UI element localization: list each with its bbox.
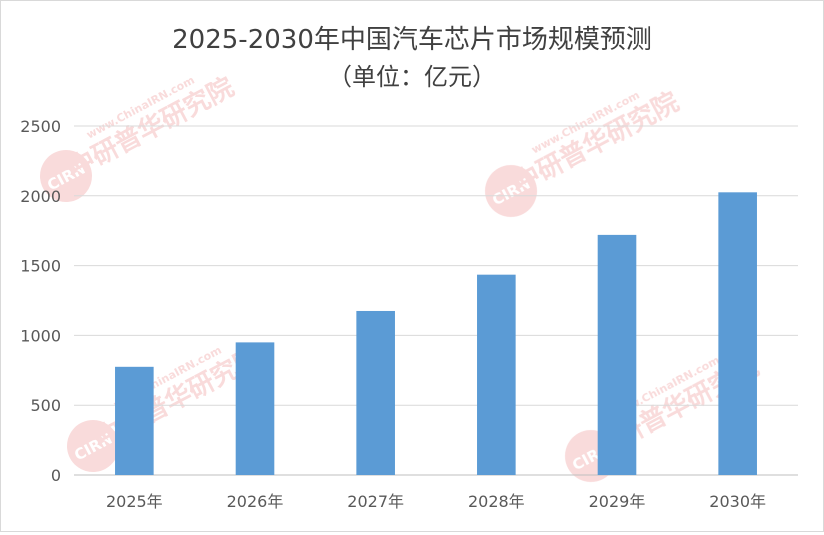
bar bbox=[477, 274, 516, 475]
y-tick-label: 2500 bbox=[20, 117, 61, 136]
chart-title: 2025-2030年中国汽车芯片市场规模预测 bbox=[172, 25, 652, 55]
bar bbox=[718, 192, 757, 475]
bars bbox=[115, 192, 757, 475]
x-axis: 2025年 2026年 2027年 2028年 2029年 2030年 bbox=[106, 492, 766, 511]
y-tick-label: 2000 bbox=[20, 187, 61, 206]
x-tick-label: 2025年 bbox=[106, 492, 163, 511]
x-tick-label: 2030年 bbox=[709, 492, 766, 511]
gridlines bbox=[74, 125, 798, 476]
x-tick-label: 2026年 bbox=[227, 492, 284, 511]
x-tick-label: 2028年 bbox=[468, 492, 525, 511]
x-tick-label: 2029年 bbox=[589, 492, 646, 511]
bar bbox=[235, 342, 275, 475]
y-tick-label: 500 bbox=[30, 396, 61, 415]
y-tick-label: 1500 bbox=[20, 257, 61, 276]
x-tick-label: 2027年 bbox=[347, 492, 404, 511]
bar bbox=[356, 310, 395, 475]
y-tick-label: 1000 bbox=[20, 326, 61, 345]
y-tick-label: 0 bbox=[51, 466, 61, 485]
y-axis: 0 500 1000 1500 2000 2500 bbox=[20, 117, 61, 485]
bar bbox=[115, 366, 154, 475]
watermark-logo: CIRN 中研普华研究院 www.ChinaIRN.com bbox=[485, 86, 684, 217]
chart-subtitle: （单位：亿元） bbox=[328, 63, 496, 91]
bar bbox=[597, 234, 637, 475]
